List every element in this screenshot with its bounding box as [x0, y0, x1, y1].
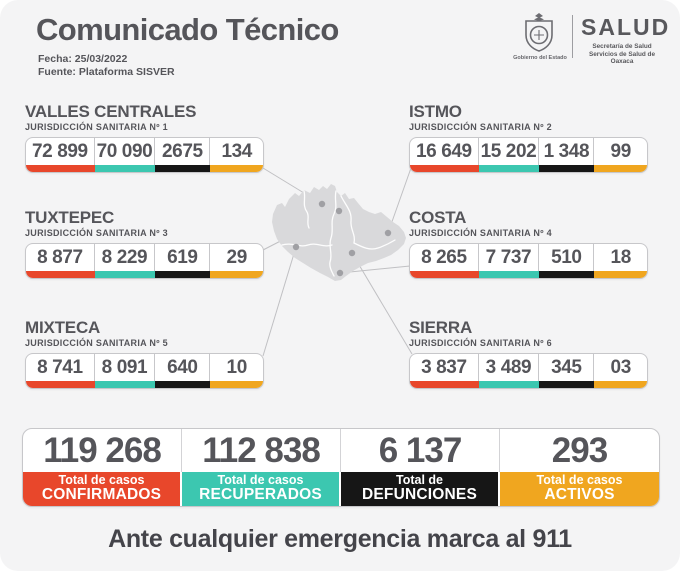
total-active: 293 Total de casos ACTIVOS [500, 429, 659, 506]
jurisdiction-tuxtepec: TUXTEPEC JURISDICCIÓN SANITARIA Nº 3 8 8… [25, 209, 264, 279]
map-dot-tuxtepec [335, 207, 343, 215]
jurisdiction-subtitle: JURISDICCIÓN SANITARIA Nº 2 [409, 122, 552, 132]
totals-summary: 119 268 Total de casos CONFIRMADOS 112 8… [22, 428, 660, 507]
map-dot-istmo [384, 229, 392, 237]
confirmed-count: 8 741 [26, 354, 95, 381]
jurisdiction-stats-box: 8 877 8 229 619 29 [25, 243, 264, 279]
jurisdiction-name: MIXTECA [25, 318, 101, 337]
active-count: 29 [226, 246, 248, 268]
confirmed-count: 72 899 [26, 138, 95, 165]
recovered-count: 8 229 [95, 244, 156, 271]
salud-oaxaca-logo: Gobierno del Estado SALUD Secretaría de … [510, 10, 668, 66]
district-borders [281, 190, 396, 277]
jurisdiction-stats-box: 8 741 8 091 640 10 [25, 353, 264, 389]
active-count: 134 [221, 140, 252, 162]
jurisdiction-name: ISTMO [409, 102, 462, 121]
recovered-count: 15 202 [479, 138, 540, 165]
jurisdiction-mixteca: MIXTECA JURISDICCIÓN SANITARIA Nº 5 8 74… [25, 319, 264, 389]
deaths-count: 1 348 [539, 138, 595, 165]
state-crest-icon [525, 13, 553, 52]
total-deaths: 6 137 Total de DEFUNCIONES [341, 429, 500, 506]
jurisdiction-subtitle: JURISDICCIÓN SANITARIA Nº 4 [409, 228, 552, 238]
secretaria-label: Secretaría de Salud [592, 43, 652, 50]
recovered-count: 70 090 [95, 138, 156, 165]
jurisdiction-stats-box: 8 265 7 737 510 18 [409, 243, 648, 279]
jurisdiction-stats-box: 3 837 3 489 345 03 [409, 353, 648, 389]
jurisdiction-costa: COSTA JURISDICCIÓN SANITARIA Nº 4 8 265 … [409, 209, 648, 279]
confirmed-count: 8 877 [26, 244, 95, 271]
deaths-count: 510 [539, 244, 595, 271]
salud-wordmark: SALUD [581, 14, 671, 40]
category-color-strips [410, 165, 647, 172]
active-count: 18 [610, 246, 632, 268]
total-confirmed-label: Total de casos CONFIRMADOS [23, 472, 182, 506]
jurisdiction-subtitle: JURISDICCIÓN SANITARIA Nº 1 [25, 122, 168, 132]
total-confirmed-value: 119 268 [23, 429, 182, 472]
category-color-strips [410, 381, 647, 388]
jurisdiction-stats-box: 16 649 15 202 1 348 99 [409, 137, 648, 173]
salud-sublabels: Secretaría de Salud Servicios de Salud d… [579, 43, 665, 66]
total-recovered-label: Total de casos RECUPERADOS [182, 472, 341, 506]
map-dots [292, 200, 392, 277]
total-active-label: Total de casos ACTIVOS [500, 472, 659, 506]
total-recovered-value: 112 838 [182, 429, 341, 472]
map-dot-sierra [348, 249, 356, 257]
jurisdiction-name: SIERRA [409, 318, 473, 337]
recovered-count: 3 489 [479, 354, 540, 381]
active-count: 03 [610, 356, 632, 378]
category-color-strips [26, 271, 263, 278]
deaths-count: 345 [539, 354, 595, 381]
jurisdiction-subtitle: JURISDICCIÓN SANITARIA Nº 3 [25, 228, 168, 238]
total-active-value: 293 [551, 430, 608, 470]
header-meta: Fecha: 25/03/2022 Fuente: Plataforma SIS… [38, 53, 175, 79]
jurisdiction-subtitle: JURISDICCIÓN SANITARIA Nº 5 [25, 338, 168, 348]
total-deaths-label: Total de DEFUNCIONES [341, 472, 500, 506]
recovered-count: 7 737 [479, 244, 540, 271]
emergency-tagline: Ante cualquier emergencia marca al 911 [108, 525, 572, 553]
category-color-strips [410, 271, 647, 278]
total-recovered: 112 838 Total de casos RECUPERADOS [182, 429, 341, 506]
active-count: 10 [226, 356, 248, 378]
jurisdiction-sierra: SIERRA JURISDICCIÓN SANITARIA Nº 6 3 837… [409, 319, 648, 389]
jurisdiction-name: VALLES CENTRALES [25, 102, 197, 121]
servicios-label: Servicios de Salud de Oaxaca [588, 50, 656, 66]
jurisdiction-name: TUXTEPEC [25, 208, 115, 227]
page-title: Comunicado Técnico [36, 12, 339, 47]
logo-divider [572, 15, 573, 58]
map-dot-mixteca [292, 243, 300, 251]
gobierno-label: Gobierno del Estado [513, 55, 567, 61]
deaths-count: 619 [155, 244, 211, 271]
map-dot-costa [336, 269, 344, 277]
jurisdiction-stats-box: 72 899 70 090 2675 134 [25, 137, 264, 173]
confirmed-count: 16 649 [410, 138, 479, 165]
jurisdiction-valles-centrales: VALLES CENTRALES JURISDICCIÓN SANITARIA … [25, 103, 264, 173]
recovered-count: 8 091 [95, 354, 156, 381]
category-color-strips [26, 165, 263, 172]
date-label: Fecha: 25/03/2022 [38, 53, 128, 65]
confirmed-count: 3 837 [410, 354, 479, 381]
jurisdiction-istmo: ISTMO JURISDICCIÓN SANITARIA Nº 2 16 649… [409, 103, 648, 173]
total-deaths-value: 6 137 [341, 429, 500, 472]
category-color-strips [26, 381, 263, 388]
jurisdiction-subtitle: JURISDICCIÓN SANITARIA Nº 6 [409, 338, 552, 348]
jurisdiction-name: COSTA [409, 208, 467, 227]
deaths-count: 2675 [155, 138, 211, 165]
deaths-count: 640 [155, 354, 211, 381]
total-confirmed: 119 268 Total de casos CONFIRMADOS [23, 429, 182, 506]
confirmed-count: 8 265 [410, 244, 479, 271]
map-dot-valles-centrales [318, 200, 326, 208]
active-count: 99 [610, 140, 632, 162]
source-label: Fuente: Plataforma SISVER [38, 66, 175, 78]
